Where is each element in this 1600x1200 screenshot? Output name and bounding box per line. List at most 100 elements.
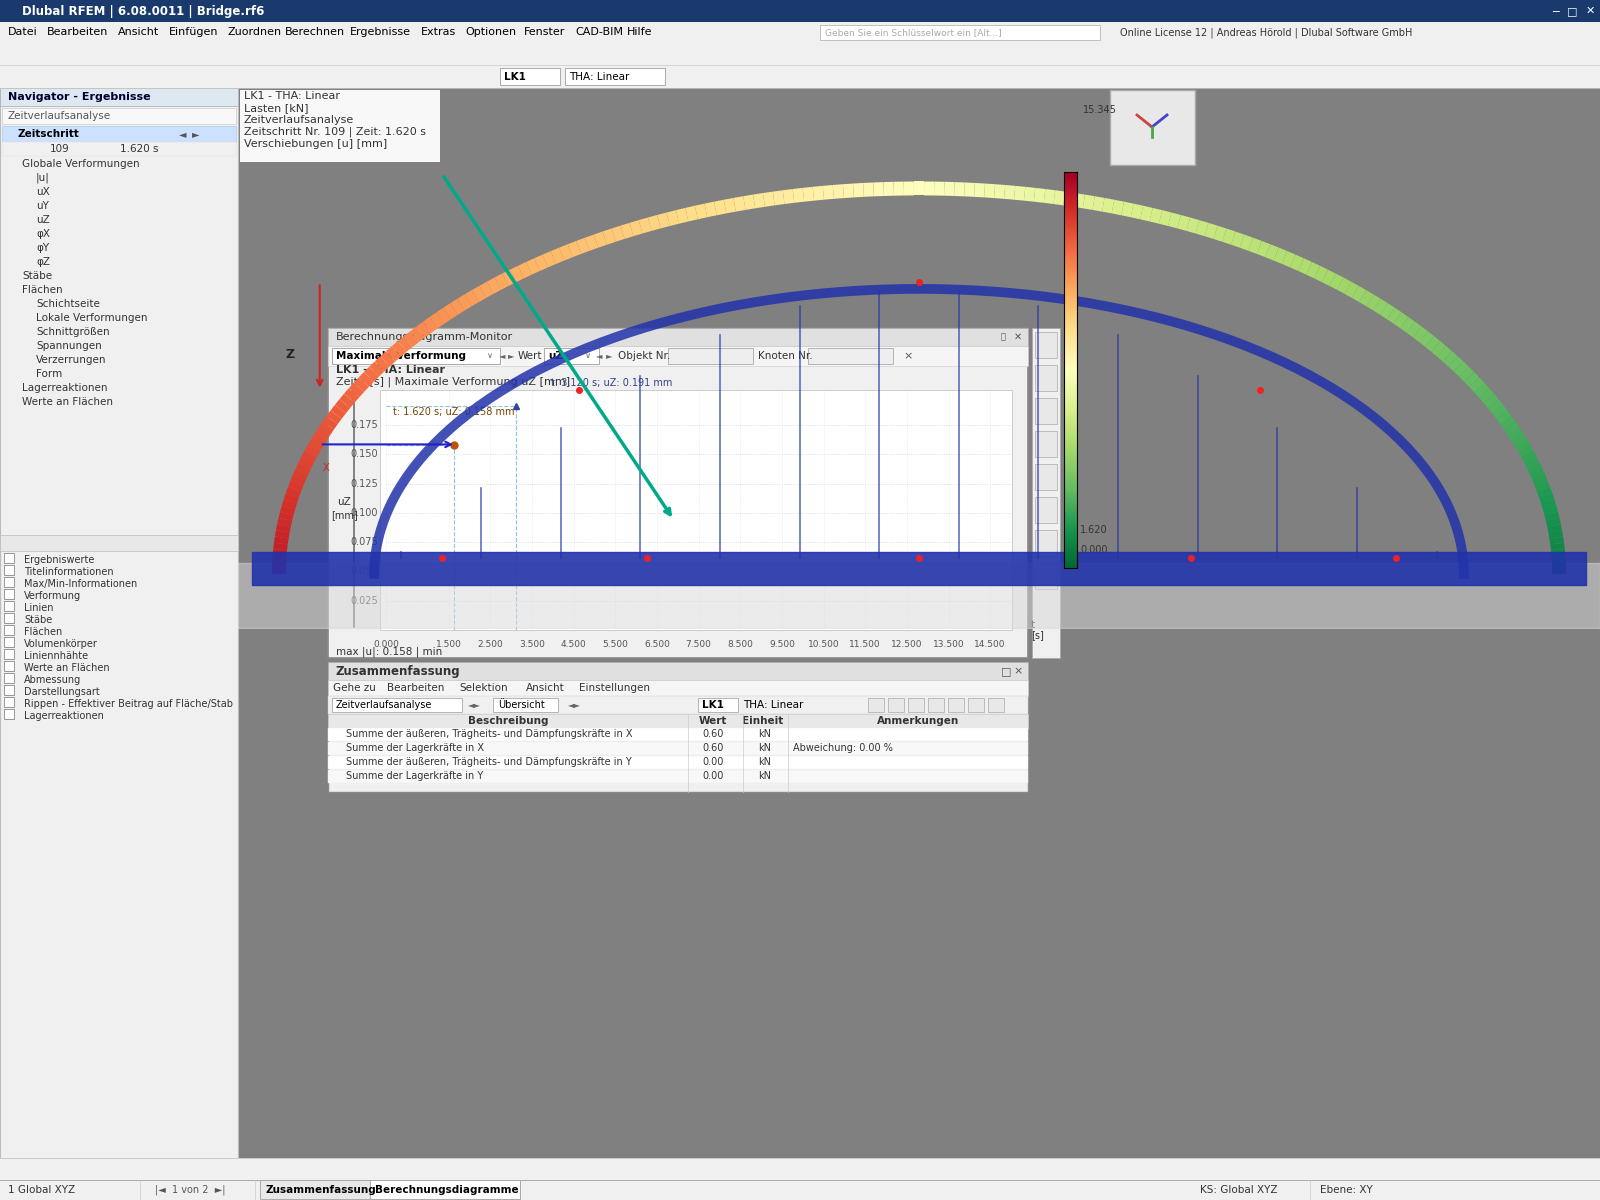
Text: Z: Z <box>286 348 294 361</box>
Text: ×: × <box>1013 666 1022 676</box>
Bar <box>2 142 237 156</box>
Text: Verformung: Verformung <box>24 590 82 601</box>
Text: Verschiebungen [u] [mm]: Verschiebungen [u] [mm] <box>243 139 387 149</box>
Text: Einfügen: Einfügen <box>170 26 219 37</box>
Bar <box>3 685 14 695</box>
Text: ◄: ◄ <box>499 352 506 360</box>
Text: □: □ <box>1000 666 1011 676</box>
Bar <box>328 714 1027 728</box>
Text: 0.050: 0.050 <box>350 566 378 576</box>
Text: X: X <box>323 463 330 473</box>
Bar <box>867 698 883 712</box>
Text: |◄  1 von 2  ►|: |◄ 1 von 2 ►| <box>155 1184 226 1195</box>
Text: Geben Sie ein Schlüsselwort ein [Alt...]: Geben Sie ein Schlüsselwort ein [Alt...] <box>826 29 1002 37</box>
Bar <box>0 0 1600 22</box>
Text: Zusammenfassung: Zusammenfassung <box>336 665 461 678</box>
Bar <box>989 698 1005 712</box>
Text: 0.075: 0.075 <box>350 538 378 547</box>
Text: Ergebniswerte: Ergebniswerte <box>24 554 94 565</box>
Bar <box>0 1158 238 1180</box>
Text: CAD-BIM: CAD-BIM <box>574 26 622 37</box>
Bar <box>1035 431 1058 457</box>
Bar <box>808 348 893 364</box>
Bar <box>328 728 1027 740</box>
Text: Extras: Extras <box>421 26 456 37</box>
Text: Volumenkörper: Volumenkörper <box>24 638 98 649</box>
Text: Form: Form <box>35 370 62 379</box>
Text: Navigator - Ergebnisse: Navigator - Ergebnisse <box>8 92 150 102</box>
Text: Lasten [kN]: Lasten [kN] <box>243 103 309 113</box>
Bar <box>1035 398 1058 424</box>
Text: Flächen: Flächen <box>22 284 62 295</box>
Bar <box>888 698 904 712</box>
Text: Zeitschritt Nr. 109 | Zeit: 1.620 s: Zeitschritt Nr. 109 | Zeit: 1.620 s <box>243 127 426 137</box>
Text: Zeitschritt: Zeitschritt <box>18 128 80 139</box>
Text: ∨: ∨ <box>486 352 493 360</box>
Text: Lagerreaktionen: Lagerreaktionen <box>22 383 107 392</box>
Text: THA: Linear: THA: Linear <box>570 72 629 82</box>
Text: Anmerkungen: Anmerkungen <box>877 716 958 726</box>
Text: t: 1.620 s; uZ: 0.158 mm: t: 1.620 s; uZ: 0.158 mm <box>392 407 514 418</box>
Text: Ebene: XY: Ebene: XY <box>1320 1186 1373 1195</box>
Text: 15.345: 15.345 <box>1083 104 1117 115</box>
Text: 0.60: 0.60 <box>702 728 723 739</box>
Text: 9.500: 9.500 <box>770 640 795 649</box>
Text: 3.500: 3.500 <box>518 640 544 649</box>
Text: 0.025: 0.025 <box>350 595 378 606</box>
Text: 5.500: 5.500 <box>602 640 629 649</box>
Bar <box>3 637 14 647</box>
Text: |u|: |u| <box>35 173 50 184</box>
Text: Zuordnen: Zuordnen <box>227 26 282 37</box>
Text: ×: × <box>904 350 912 361</box>
Text: Stäbe: Stäbe <box>24 614 53 625</box>
Bar <box>819 25 1101 40</box>
Text: kN: kN <box>758 743 771 754</box>
Bar <box>0 1180 1600 1200</box>
Text: Selektion: Selektion <box>459 683 509 692</box>
Bar <box>928 698 944 712</box>
Bar <box>3 649 14 659</box>
Text: Werte an Flächen: Werte an Flächen <box>24 662 110 673</box>
Text: Maximale Verformung: Maximale Verformung <box>336 350 466 361</box>
Text: Dlubal RFEM | 6.08.0011 | Bridge.rf6: Dlubal RFEM | 6.08.0011 | Bridge.rf6 <box>22 5 264 18</box>
Bar <box>259 1180 374 1199</box>
Text: Werte an Flächen: Werte an Flächen <box>22 397 114 407</box>
Bar <box>0 66 1600 88</box>
Text: Schichtseite: Schichtseite <box>35 299 99 308</box>
Bar <box>370 1180 520 1199</box>
Text: t: 3.120 s; uZ: 0.191 mm: t: 3.120 s; uZ: 0.191 mm <box>550 378 672 389</box>
Bar <box>669 348 754 364</box>
Bar <box>1035 464 1058 490</box>
Text: 0.000: 0.000 <box>373 640 398 649</box>
Text: 1.500: 1.500 <box>435 640 461 649</box>
Bar <box>1035 563 1058 589</box>
Text: ►: ► <box>606 352 613 360</box>
Bar <box>328 662 1027 792</box>
Text: Flächen: Flächen <box>24 626 62 637</box>
Bar <box>0 42 1600 66</box>
Bar <box>0 1158 1600 1180</box>
Text: ◄: ◄ <box>595 352 602 360</box>
Text: 1.620: 1.620 <box>1080 526 1107 535</box>
Bar <box>3 625 14 635</box>
Text: Verzerrungen: Verzerrungen <box>35 355 107 365</box>
Text: □: □ <box>1566 6 1578 16</box>
Bar <box>3 613 14 623</box>
Text: φY: φY <box>35 242 50 253</box>
Text: φZ: φZ <box>35 257 50 266</box>
Bar <box>333 698 462 712</box>
Text: LK1 - THA: Linear: LK1 - THA: Linear <box>243 91 339 101</box>
Text: 7.500: 7.500 <box>685 640 712 649</box>
Text: Berechnen: Berechnen <box>285 26 346 37</box>
Text: Übersicht: Übersicht <box>498 700 544 710</box>
Text: Knoten Nr.: Knoten Nr. <box>758 350 813 361</box>
Text: ✕: ✕ <box>1586 6 1595 16</box>
Bar <box>1035 530 1058 556</box>
Text: 0.00: 0.00 <box>702 770 723 781</box>
Text: Ansicht: Ansicht <box>526 683 565 692</box>
Text: max |u|: 0.158 | min: max |u|: 0.158 | min <box>336 647 442 658</box>
Text: Bearbeiten: Bearbeiten <box>46 26 107 37</box>
Bar <box>1032 328 1059 658</box>
Text: [s]: [s] <box>1030 630 1043 640</box>
Bar <box>328 756 1027 769</box>
